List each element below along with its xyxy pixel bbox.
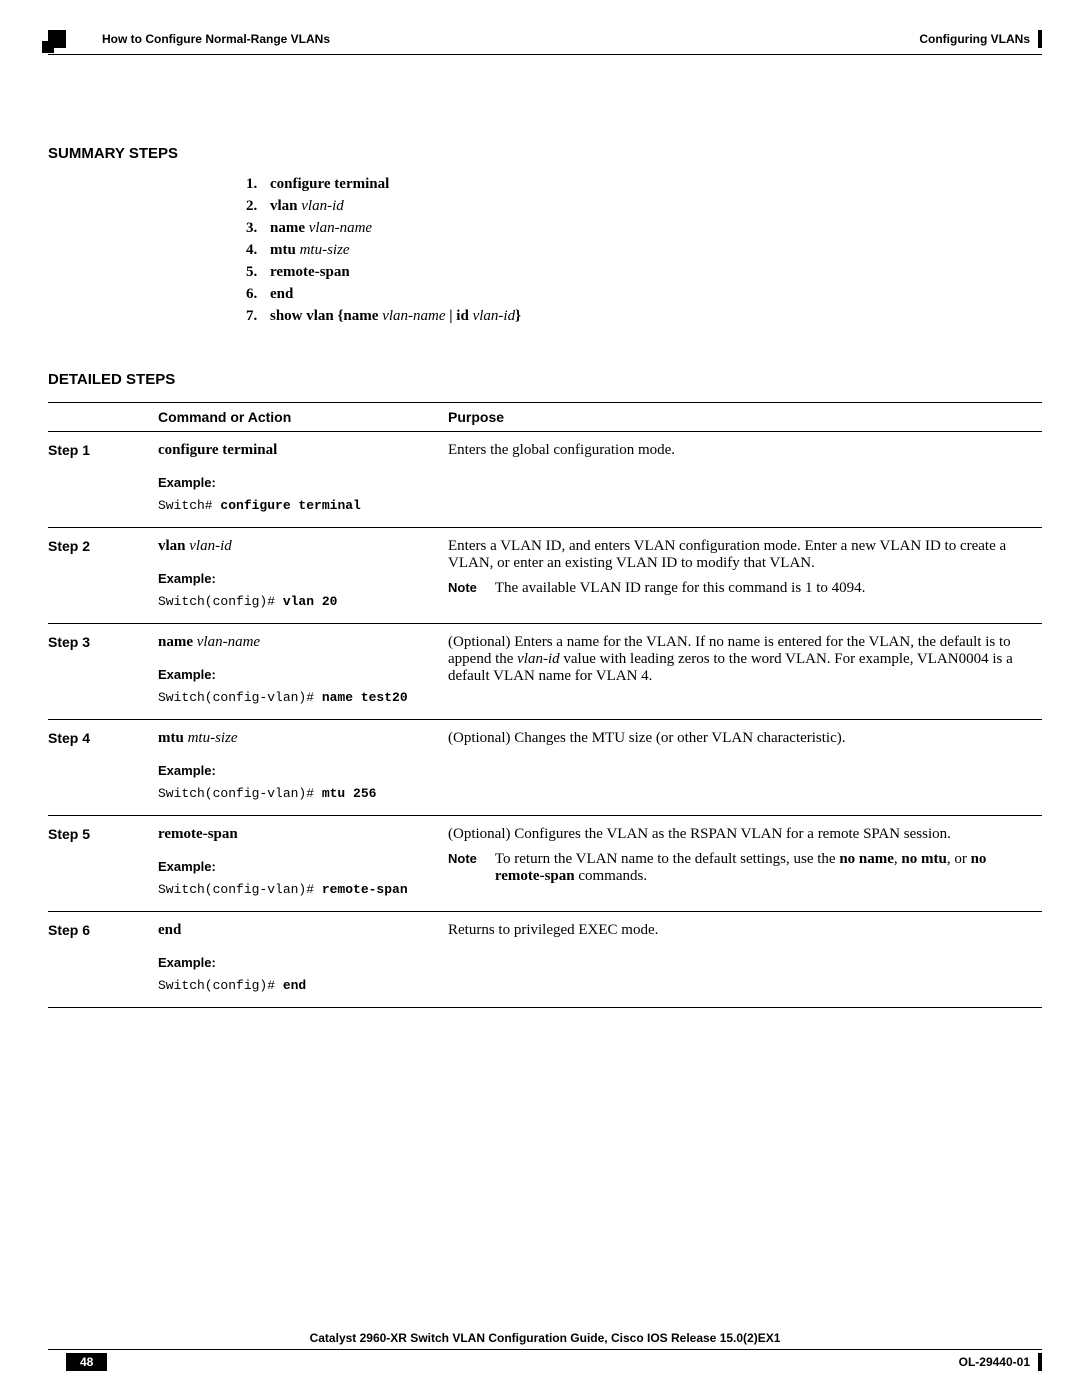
example-label: Example: <box>158 763 436 778</box>
purpose-cell: (Optional) Changes the MTU size (or othe… <box>448 720 1042 816</box>
command-cell: endExample:Switch(config)# end <box>158 912 448 1008</box>
header-bar: How to Configure Normal-Range VLANs Conf… <box>48 30 1042 48</box>
summary-step: remote-span <box>246 264 1042 281</box>
table-row: Step 1configure terminalExample:Switch# … <box>48 432 1042 528</box>
summary-step: show vlan {name vlan-name | id vlan-id} <box>246 308 1042 325</box>
col-purpose: Purpose <box>448 403 1042 432</box>
page-number: 48 <box>66 1353 107 1371</box>
command-cell: remote-spanExample:Switch(config-vlan)# … <box>158 816 448 912</box>
code-example: Switch# configure terminal <box>158 498 436 513</box>
command-cell: vlan vlan-idExample:Switch(config)# vlan… <box>158 528 448 624</box>
doc-id: OL-29440-01 <box>959 1353 1042 1371</box>
summary-steps-list: configure terminal vlan vlan-id name vla… <box>246 176 1042 325</box>
detailed-steps-table: Command or Action Purpose Step 1configur… <box>48 402 1042 1008</box>
footer-bar-icon <box>1038 1353 1042 1371</box>
col-command: Command or Action <box>158 403 448 432</box>
note-block: NoteThe available VLAN ID range for this… <box>448 580 1038 597</box>
header-left: How to Configure Normal-Range VLANs <box>48 30 330 48</box>
command-cell: name vlan-nameExample:Switch(config-vlan… <box>158 624 448 720</box>
table-row: Step 5remote-spanExample:Switch(config-v… <box>48 816 1042 912</box>
chapter-title: Configuring VLANs <box>919 32 1030 46</box>
code-example: Switch(config-vlan)# name test20 <box>158 690 436 705</box>
purpose-cell: Enters a VLAN ID, and enters VLAN config… <box>448 528 1042 624</box>
code-example: Switch(config-vlan)# mtu 256 <box>158 786 436 801</box>
header-rule <box>48 54 1042 55</box>
example-label: Example: <box>158 571 436 586</box>
section-title: How to Configure Normal-Range VLANs <box>102 32 330 46</box>
table-row: Step 6endExample:Switch(config)# endRetu… <box>48 912 1042 1008</box>
purpose-cell: Enters the global configuration mode. <box>448 432 1042 528</box>
code-example: Switch(config-vlan)# remote-span <box>158 882 436 897</box>
detailed-steps-heading: DETAILED STEPS <box>48 371 1042 388</box>
purpose-cell: Returns to privileged EXEC mode. <box>448 912 1042 1008</box>
step-label: Step 5 <box>48 816 158 912</box>
code-example: Switch(config)# end <box>158 978 436 993</box>
summary-steps-heading: SUMMARY STEPS <box>48 145 1042 162</box>
table-header-row: Command or Action Purpose <box>48 403 1042 432</box>
summary-step: name vlan-name <box>246 220 1042 237</box>
step-label: Step 4 <box>48 720 158 816</box>
command-cell: mtu mtu-sizeExample:Switch(config-vlan)#… <box>158 720 448 816</box>
summary-step: end <box>246 286 1042 303</box>
example-label: Example: <box>158 859 436 874</box>
summary-step: vlan vlan-id <box>246 198 1042 215</box>
example-label: Example: <box>158 667 436 682</box>
table-row: Step 3name vlan-nameExample:Switch(confi… <box>48 624 1042 720</box>
header-decor-icon <box>48 30 66 48</box>
code-example: Switch(config)# vlan 20 <box>158 594 436 609</box>
footer-doc-title: Catalyst 2960-XR Switch VLAN Configurati… <box>48 1331 1042 1345</box>
header-right: Configuring VLANs <box>919 30 1042 48</box>
note-block: NoteTo return the VLAN name to the defau… <box>448 851 1038 885</box>
summary-step: mtu mtu-size <box>246 242 1042 259</box>
table-row: Step 4mtu mtu-sizeExample:Switch(config-… <box>48 720 1042 816</box>
example-label: Example: <box>158 955 436 970</box>
footer-rule <box>48 1349 1042 1350</box>
summary-step: configure terminal <box>246 176 1042 193</box>
header-bar-icon <box>1038 30 1042 48</box>
step-label: Step 3 <box>48 624 158 720</box>
example-label: Example: <box>158 475 436 490</box>
command-cell: configure terminalExample:Switch# config… <box>158 432 448 528</box>
step-label: Step 1 <box>48 432 158 528</box>
col-step <box>48 403 158 432</box>
table-row: Step 2vlan vlan-idExample:Switch(config)… <box>48 528 1042 624</box>
page-footer: Catalyst 2960-XR Switch VLAN Configurati… <box>48 1331 1042 1371</box>
step-label: Step 6 <box>48 912 158 1008</box>
step-label: Step 2 <box>48 528 158 624</box>
purpose-cell: (Optional) Enters a name for the VLAN. I… <box>448 624 1042 720</box>
purpose-cell: (Optional) Configures the VLAN as the RS… <box>448 816 1042 912</box>
